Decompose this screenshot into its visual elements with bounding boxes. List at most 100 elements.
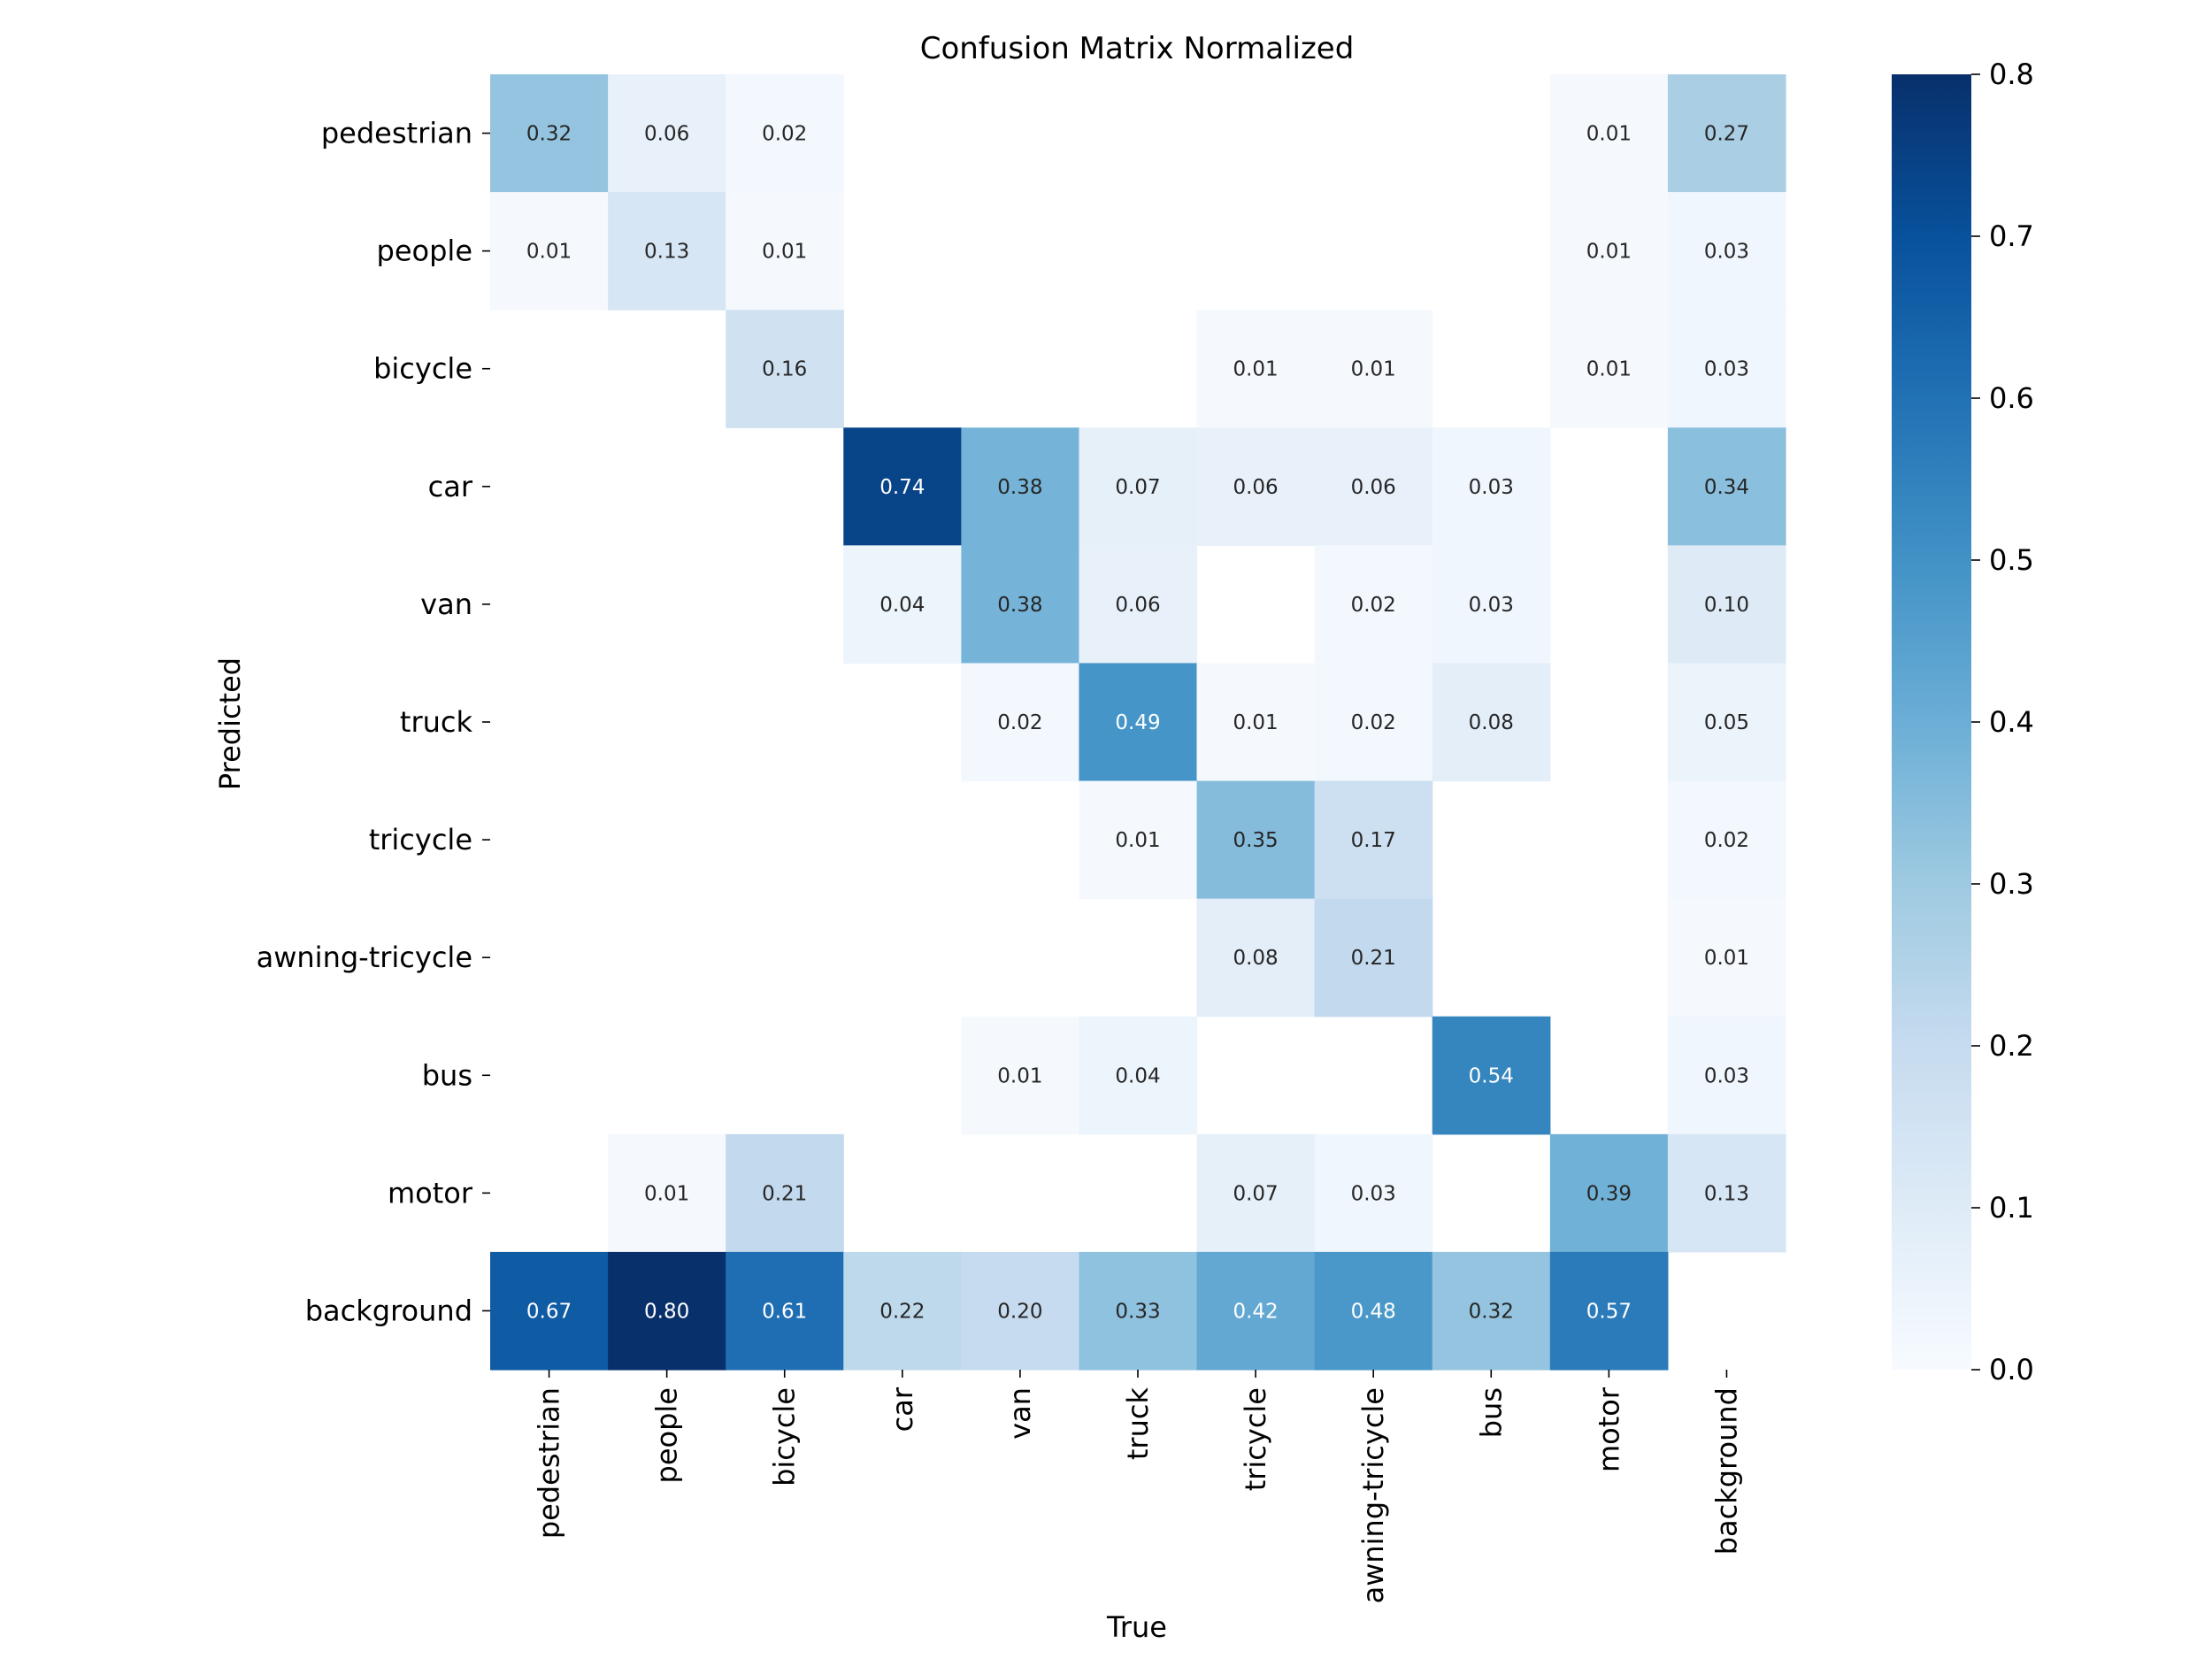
cell-value-label: 0.03 bbox=[1351, 1182, 1396, 1205]
colorbar-tick-label: 0.2 bbox=[1989, 1029, 2034, 1063]
heatmap-cell bbox=[961, 663, 1080, 782]
x-tick-label: motor bbox=[1592, 1386, 1625, 1472]
heatmap-cell bbox=[1432, 1251, 1551, 1371]
heatmap-cell bbox=[843, 427, 962, 546]
x-tick-label: people bbox=[650, 1387, 684, 1483]
colorbar-tick-label: 0.5 bbox=[1989, 543, 2034, 577]
heatmap-cell bbox=[608, 74, 726, 193]
y-tick-label: motor bbox=[388, 1176, 473, 1210]
heatmap-cell bbox=[1432, 545, 1551, 664]
cell-value-label: 0.06 bbox=[644, 123, 689, 146]
cell-value-label: 0.54 bbox=[1469, 1064, 1514, 1087]
x-tick-label: bicycle bbox=[768, 1387, 802, 1486]
heatmap-cell bbox=[1667, 545, 1786, 664]
cell-value-label: 0.42 bbox=[1233, 1300, 1278, 1323]
x-tick-label: van bbox=[1003, 1387, 1037, 1440]
cell-value-label: 0.03 bbox=[1704, 1064, 1749, 1087]
colorbar-gradient bbox=[1892, 74, 1971, 1370]
heatmap-cell bbox=[1314, 663, 1433, 782]
cell-value-label: 0.49 bbox=[1115, 711, 1160, 734]
heatmap-cell bbox=[1196, 1133, 1316, 1253]
colorbar-tick-label: 0.7 bbox=[1989, 219, 2034, 253]
cell-value-label: 0.04 bbox=[1115, 1064, 1160, 1087]
cell-value-label: 0.20 bbox=[997, 1300, 1042, 1323]
heatmap-cell bbox=[1079, 545, 1198, 664]
y-tick-label: van bbox=[420, 588, 472, 621]
cell-value-label: 0.03 bbox=[1469, 594, 1514, 617]
heatmap-cell bbox=[1079, 1251, 1198, 1371]
cell-value-label: 0.33 bbox=[1115, 1300, 1160, 1323]
y-tick-label: tricycle bbox=[369, 823, 472, 856]
cell-value-label: 0.67 bbox=[526, 1300, 572, 1323]
cell-value-label: 0.17 bbox=[1351, 829, 1396, 852]
heatmap-cell bbox=[726, 1251, 844, 1371]
x-axis-label: True bbox=[1106, 1610, 1167, 1644]
cell-value-label: 0.02 bbox=[1351, 594, 1396, 617]
cell-value-label: 0.01 bbox=[1586, 123, 1632, 146]
heatmap-cell bbox=[1667, 192, 1786, 311]
cell-value-label: 0.38 bbox=[997, 594, 1042, 617]
cell-value-label: 0.08 bbox=[1469, 711, 1514, 734]
cell-value-label: 0.02 bbox=[1351, 711, 1396, 734]
heatmap-cell bbox=[1667, 74, 1786, 193]
heatmap-cell bbox=[1667, 898, 1786, 1018]
colorbar-tick-label: 0.6 bbox=[1989, 381, 2034, 415]
cell-value-label: 0.61 bbox=[762, 1300, 807, 1323]
heatmap-cell bbox=[1314, 780, 1433, 900]
heatmap-cell bbox=[1432, 1016, 1551, 1135]
cell-value-label: 0.57 bbox=[1586, 1300, 1632, 1323]
cell-value-label: 0.32 bbox=[1469, 1300, 1514, 1323]
colorbar-tick-label: 0.4 bbox=[1989, 705, 2034, 739]
cell-value-label: 0.32 bbox=[526, 123, 572, 146]
y-tick-label: awning-tricycle bbox=[257, 941, 472, 974]
cell-value-label: 0.34 bbox=[1704, 476, 1749, 499]
cell-value-label: 0.07 bbox=[1115, 476, 1160, 499]
heatmap-cell bbox=[961, 1016, 1080, 1135]
cell-value-label: 0.01 bbox=[997, 1064, 1042, 1087]
cell-value-label: 0.38 bbox=[997, 476, 1042, 499]
colorbar: 0.0 0.1 0.2 0.3 0.4 0.5 0.6 0.7 0.8 bbox=[1892, 58, 2034, 1386]
heatmap-cell bbox=[1549, 1133, 1669, 1253]
cell-value-label: 0.01 bbox=[1233, 358, 1278, 381]
x-axis-ticks: pedestrian people bicycle car van truck tricyc… bbox=[533, 1370, 1743, 1603]
cell-value-label: 0.06 bbox=[1351, 476, 1396, 499]
cell-value-label: 0.01 bbox=[1351, 358, 1396, 381]
heatmap-cell bbox=[1196, 663, 1316, 782]
heatmap-cell bbox=[608, 1251, 726, 1371]
cell-value-label: 0.80 bbox=[644, 1300, 689, 1323]
heatmap-cell bbox=[1549, 310, 1669, 428]
cell-value-label: 0.21 bbox=[762, 1182, 807, 1205]
x-tick-label: bus bbox=[1474, 1387, 1508, 1438]
heatmap-cell bbox=[608, 1133, 726, 1253]
cell-value-label: 0.03 bbox=[1469, 476, 1514, 499]
heatmap-cell bbox=[1314, 898, 1433, 1018]
heatmap-cell bbox=[608, 192, 726, 311]
cell-value-label: 0.48 bbox=[1351, 1300, 1396, 1323]
cell-value-label: 0.01 bbox=[1704, 947, 1749, 970]
y-tick-label: background bbox=[305, 1294, 472, 1327]
heatmap-cell bbox=[726, 310, 844, 428]
heatmap-cell bbox=[1079, 427, 1198, 546]
x-tick-label: awning-tricycle bbox=[1356, 1387, 1390, 1603]
colorbar-ticks: 0.0 0.1 0.2 0.3 0.4 0.5 0.6 0.7 0.8 bbox=[1971, 58, 2034, 1386]
heatmap-cell bbox=[490, 192, 609, 311]
cell-value-label: 0.05 bbox=[1704, 711, 1749, 734]
heatmap-cell bbox=[1667, 310, 1786, 428]
heatmap-cell bbox=[1667, 1016, 1786, 1135]
cell-value-label: 0.27 bbox=[1704, 123, 1749, 146]
colorbar-tick-label: 0.3 bbox=[1989, 867, 2034, 901]
colorbar-tick-label: 0.0 bbox=[1989, 1353, 2034, 1386]
heatmap-cell bbox=[1667, 780, 1786, 900]
y-tick-label: pedestrian bbox=[321, 117, 472, 150]
cell-value-label: 0.01 bbox=[1586, 241, 1632, 264]
heatmap-cell-labels: 0.32 0.06 0.02 0.01 0.27 0.01 0.13 0.01 0.01 0.03… bbox=[526, 123, 1749, 1324]
x-tick-label: background bbox=[1709, 1387, 1743, 1555]
cell-value-label: 0.06 bbox=[1115, 594, 1160, 617]
cell-value-label: 0.07 bbox=[1233, 1182, 1278, 1205]
cell-value-label: 0.01 bbox=[1586, 358, 1632, 381]
heatmap-cell bbox=[726, 1133, 844, 1253]
heatmap-cell bbox=[1667, 1133, 1786, 1253]
heatmap-cell bbox=[1196, 780, 1316, 900]
x-tick-label: pedestrian bbox=[533, 1387, 566, 1539]
